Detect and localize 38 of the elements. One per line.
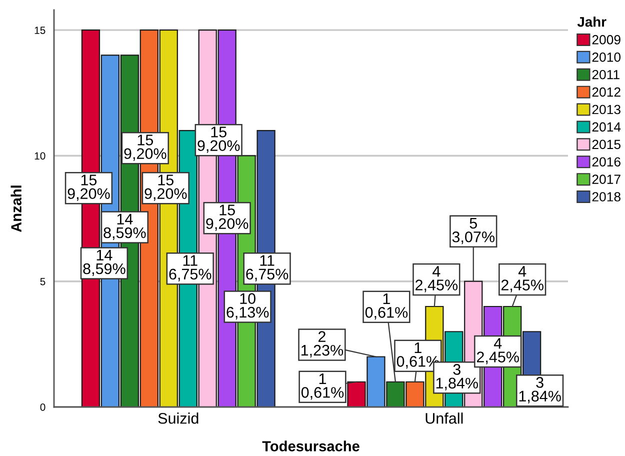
legend-label: 2014 <box>592 122 621 132</box>
x-tick-label: Unfall <box>426 412 463 424</box>
data-label: 4 2,45% <box>416 266 458 292</box>
legend-label: 2011 <box>592 70 620 80</box>
data-label: 4 2,45% <box>476 338 519 364</box>
y-tick-label: 0 <box>40 404 46 411</box>
data-label: 5 3,07% <box>452 218 494 244</box>
y-tick-label: 5 <box>40 278 46 286</box>
data-label: 11 6,75% <box>169 255 212 282</box>
data-label: 15 9,20% <box>198 126 240 153</box>
data-label: 15 9,20% <box>68 174 110 201</box>
legend-label: 2018 <box>592 192 620 202</box>
legend-label: 2010 <box>592 52 621 62</box>
legend-label: 2017 <box>592 174 620 184</box>
x-tick-label: Suizid <box>158 412 198 424</box>
legend-label: 2012 <box>592 87 620 97</box>
legend-title: Jahr <box>577 16 606 27</box>
legend-label: 2016 <box>592 157 620 167</box>
data-label: 15 9,20% <box>144 174 187 201</box>
data-label: 14 8,59% <box>104 214 146 240</box>
data-label: 11 6,75% <box>246 255 288 282</box>
legend-label: 2015 <box>592 140 620 150</box>
data-label: 3 1,84% <box>519 377 561 404</box>
x-axis-title: Todesursache <box>262 440 360 452</box>
data-label: 2 1,23% <box>301 331 344 358</box>
data-label: 1 0,61% <box>365 293 408 320</box>
legend-label: 2013 <box>592 104 620 114</box>
y-tick-label: 15 <box>34 26 46 34</box>
data-label: 1 0,61% <box>301 373 344 400</box>
data-label: 3 1,84% <box>436 364 478 390</box>
y-axis-title: Anzahl <box>10 186 22 232</box>
data-label: 14 8,59% <box>83 250 126 276</box>
legend-label: 2009 <box>592 35 620 44</box>
y-tick-label: 10 <box>34 152 46 160</box>
data-label: 4 2,45% <box>501 266 544 292</box>
data-label: 15 9,20% <box>124 134 166 161</box>
data-label: 15 9,20% <box>206 204 248 231</box>
data-label: 10 6,13% <box>226 293 269 320</box>
